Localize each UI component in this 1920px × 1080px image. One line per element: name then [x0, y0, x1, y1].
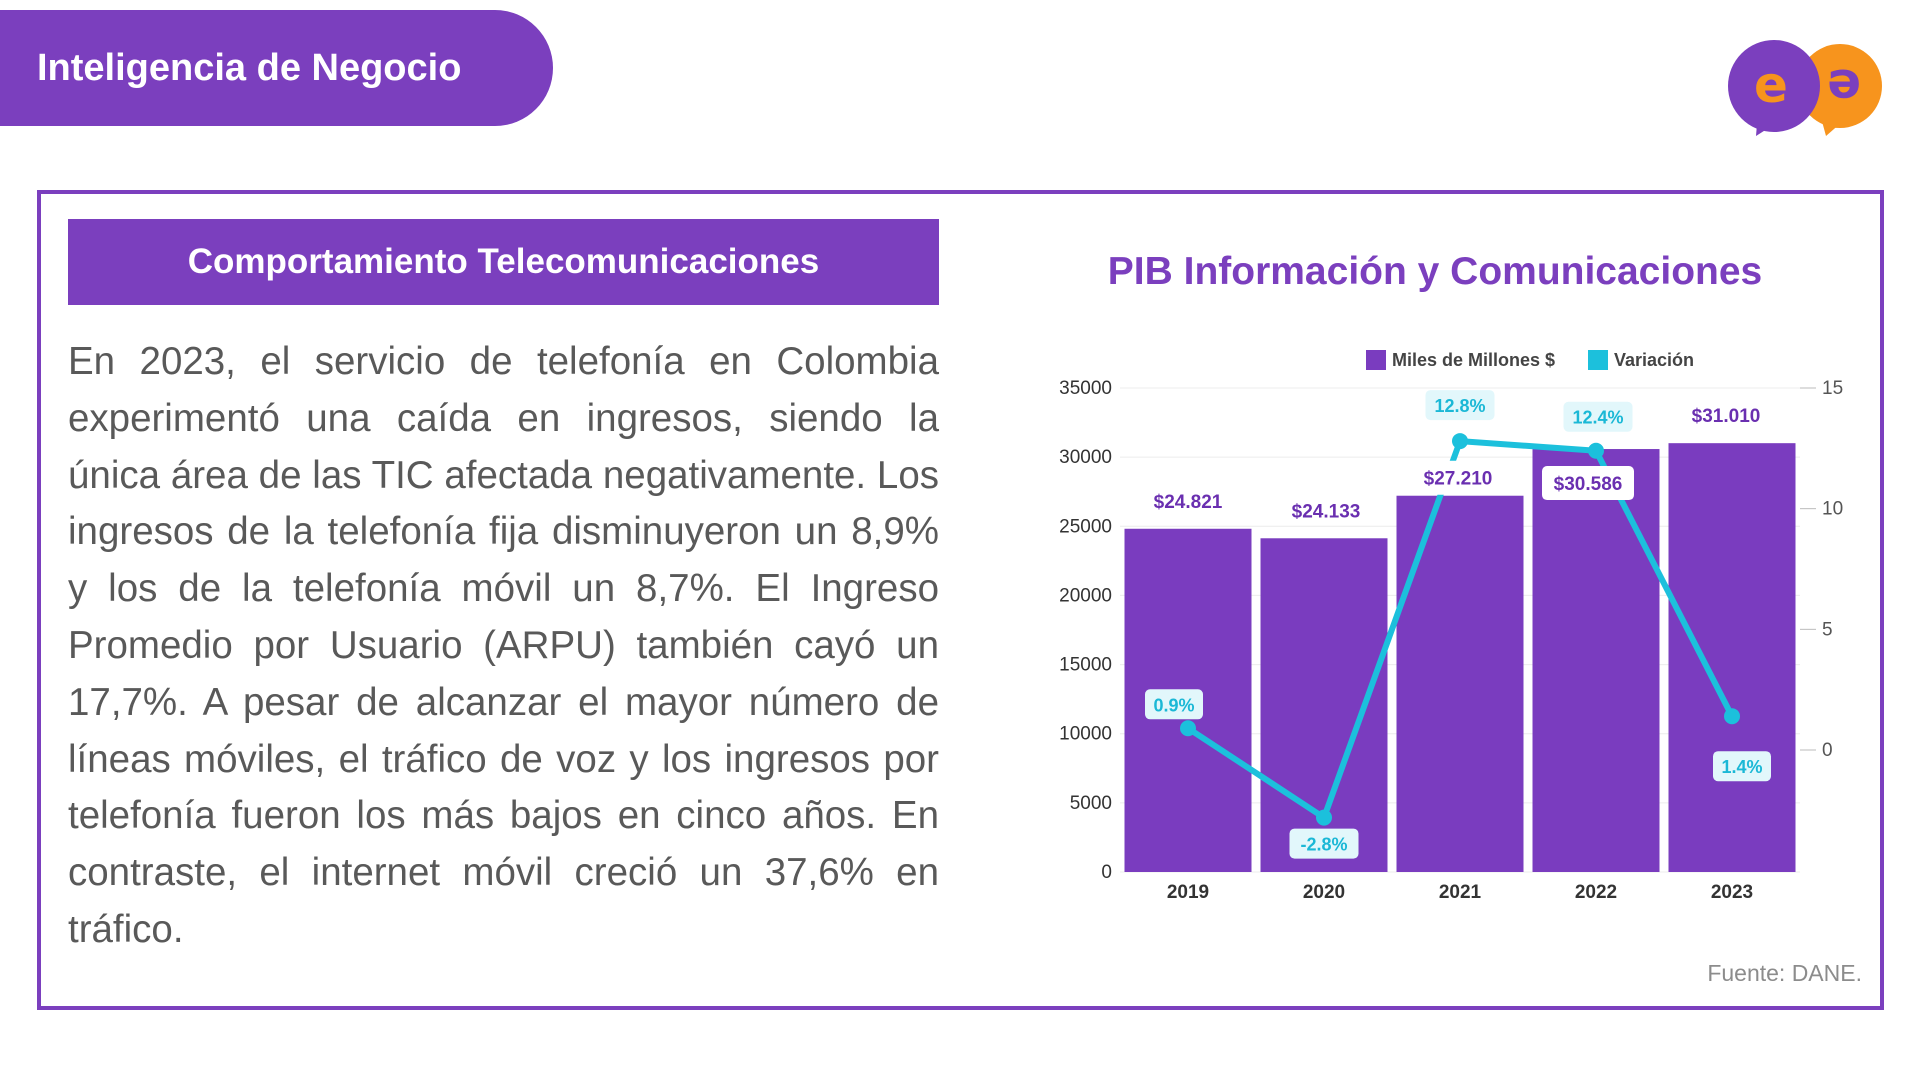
bar: [1532, 449, 1660, 872]
x-tick-label: 2020: [1303, 882, 1345, 903]
legend-label-bars: Miles de Millones $: [1392, 350, 1555, 370]
line-value-label: 12.8%: [1434, 396, 1485, 416]
logo-letter-left: e: [1754, 56, 1788, 114]
y-tick-label: 0: [1101, 862, 1112, 883]
bar-label-box: [1542, 466, 1634, 501]
bar: [1396, 495, 1524, 872]
bar-value-label: $31.010: [1692, 406, 1761, 427]
y2-tick-label: 0: [1822, 740, 1833, 761]
line-value-label: 0.9%: [1153, 695, 1194, 715]
line-label-box: [1563, 401, 1633, 432]
header-title: Inteligencia de Negocio: [37, 47, 462, 89]
line-value-label: -2.8%: [1300, 835, 1347, 855]
bar-value-label: $24.133: [1292, 501, 1361, 522]
x-tick-label: 2021: [1439, 882, 1482, 903]
legend-label-line: Variación: [1614, 350, 1694, 370]
y-tick-label: 30000: [1059, 447, 1112, 468]
line-point: [1588, 442, 1604, 459]
logo-letter-right: e: [1827, 58, 1861, 116]
line-label-box: [1145, 689, 1203, 720]
bar-value-label: $24.821: [1154, 492, 1223, 513]
chart-title: PIB Información y Comunicaciones: [1107, 250, 1763, 293]
y2-tick-label: 5: [1822, 619, 1833, 640]
y2-tick-label: 10: [1822, 499, 1843, 520]
combo-chart: 0 5000 10000 15000 20000 25000 30000 35000 0 5 10 1…: [1059, 350, 1843, 903]
section-title-bar: Comportamiento Telecomunicaciones: [68, 219, 939, 305]
line-point: [1316, 809, 1332, 826]
line-value-label: 1.4%: [1721, 757, 1762, 777]
x-tick-label: 2019: [1167, 882, 1209, 903]
body-paragraph: En 2023, el servicio de telefonía en Col…: [68, 340, 939, 951]
line-label-box: [1425, 390, 1495, 421]
x-tick-label: 2023: [1711, 882, 1753, 903]
bar-value-label: $27.210: [1424, 469, 1493, 490]
y-tick-label: 25000: [1059, 516, 1112, 537]
y-tick-label: 15000: [1059, 655, 1112, 676]
section-title: Comportamiento Telecomunicaciones: [187, 242, 820, 281]
x-tick-label: 2022: [1575, 882, 1617, 903]
legend-swatch-line: [1588, 350, 1608, 370]
bar-value-label: $30.586: [1554, 474, 1623, 495]
source-note: Fuente: DANE.: [1707, 960, 1862, 986]
bar: [1668, 443, 1796, 872]
line-label-box: [1713, 751, 1771, 782]
line-point: [1452, 433, 1468, 450]
line-label-box: [1289, 828, 1359, 859]
line-point: [1724, 708, 1740, 725]
y-tick-label: 5000: [1070, 793, 1112, 814]
y-tick-label: 10000: [1059, 724, 1112, 745]
bar-label-box: [1412, 460, 1504, 495]
ee-speech-bubbles-logo-icon: e e: [1728, 40, 1882, 136]
legend-swatch-bars: [1366, 350, 1386, 370]
line-value-label: 12.4%: [1572, 408, 1623, 428]
line-point: [1180, 720, 1196, 737]
y-tick-label: 35000: [1059, 378, 1112, 399]
header-tab: Inteligencia de Negocio: [0, 10, 553, 126]
y2-tick-label: 15: [1822, 378, 1843, 399]
y-tick-label: 20000: [1059, 585, 1112, 606]
